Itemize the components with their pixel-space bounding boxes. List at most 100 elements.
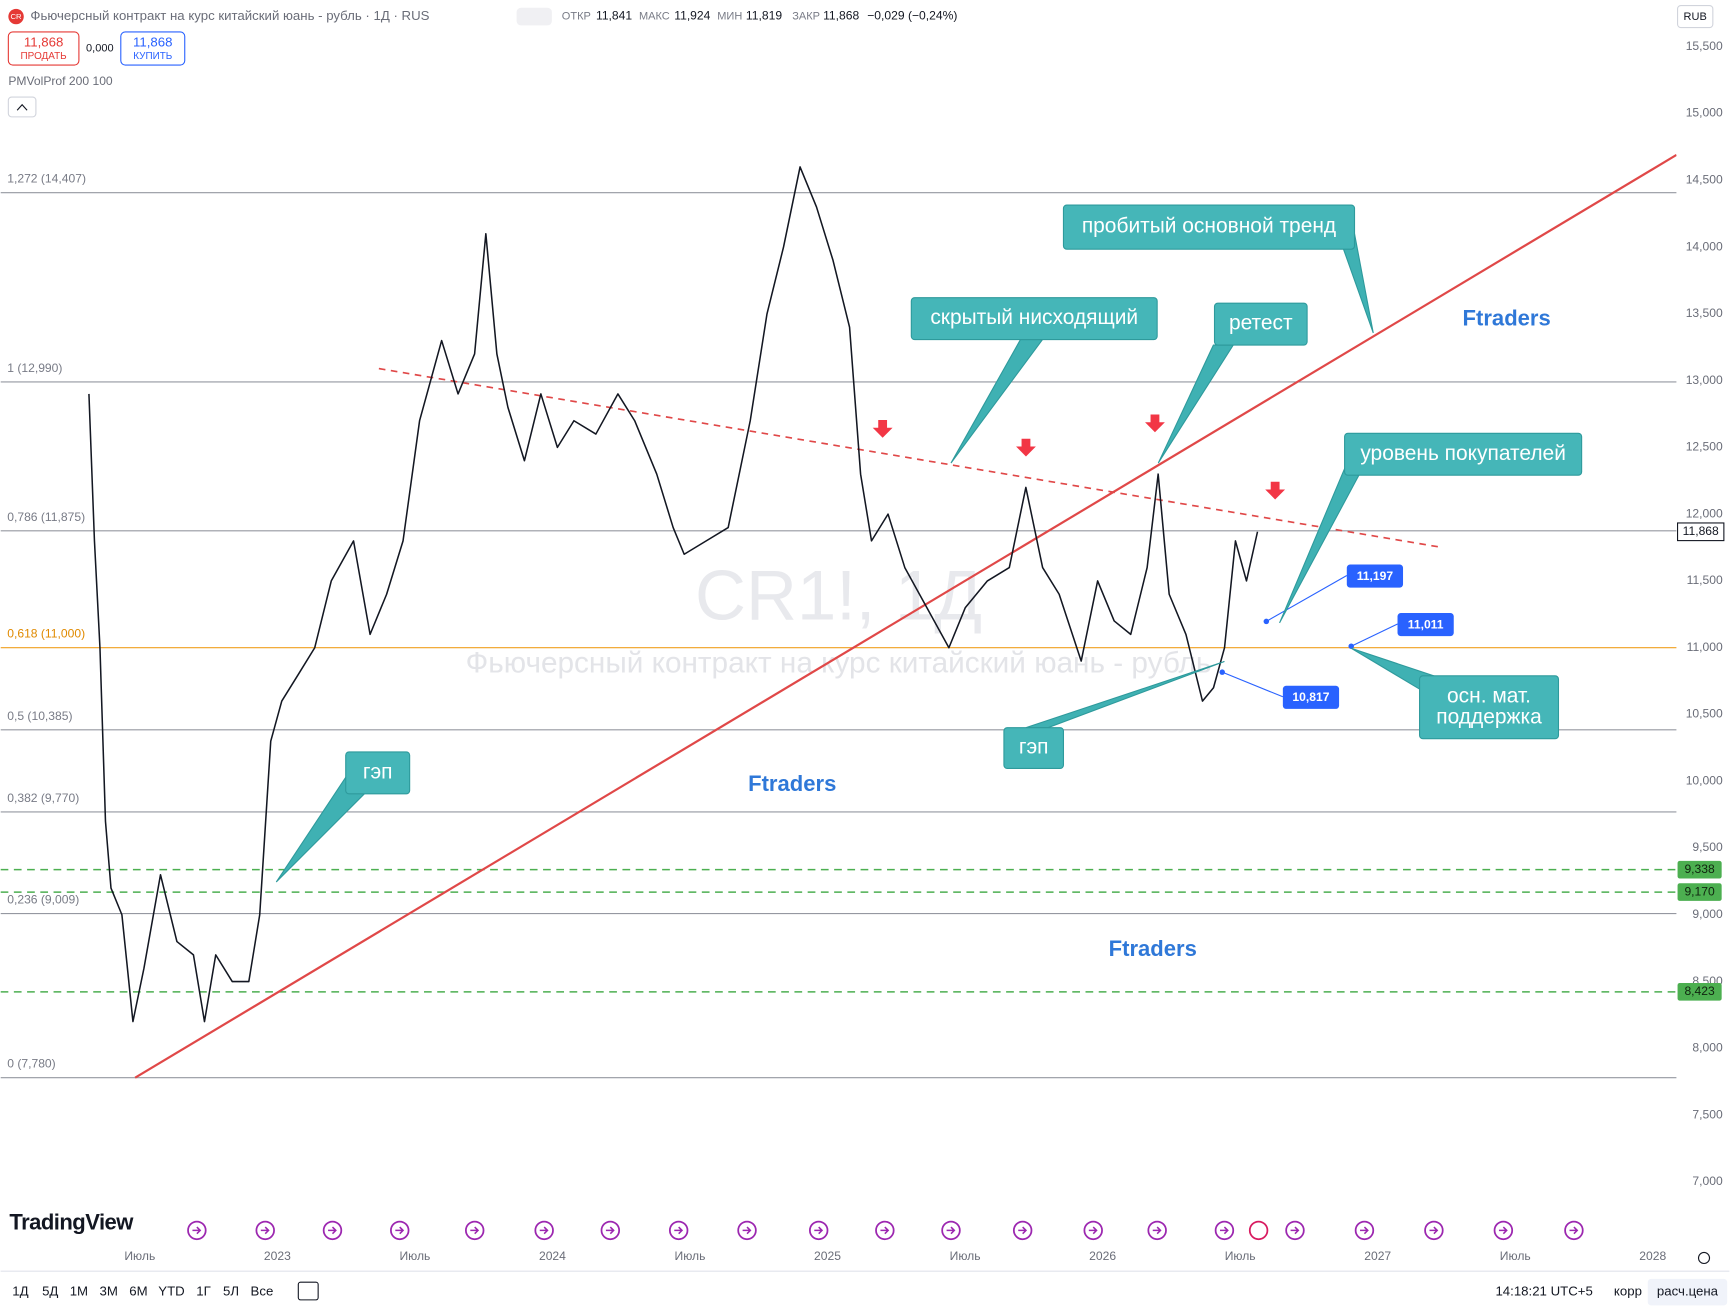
callout-text: уровень покупателей [1360, 442, 1566, 465]
callout-box [910, 297, 1158, 341]
x-tick-label: Июль [950, 1249, 981, 1263]
price-mark-box [1346, 564, 1404, 588]
y-tick-label: 10,000 [1686, 773, 1723, 787]
callout-box [1003, 727, 1065, 770]
collapse-icon[interactable] [16, 103, 28, 111]
event-icon-arrow [742, 1226, 752, 1235]
currency[interactable]: RUB [1684, 11, 1707, 23]
ohlc-label: МИН [717, 10, 742, 22]
buy-price[interactable]: 11,868 [133, 34, 172, 49]
signature: Ftraders [1109, 936, 1197, 961]
event-icon-arrow [1152, 1226, 1162, 1235]
settle-button[interactable]: расч.цена [1657, 1284, 1719, 1299]
status-badge [516, 7, 552, 26]
sell-box[interactable] [7, 31, 80, 66]
y-tick-label: 15,000 [1686, 106, 1723, 120]
event-icon-arrow [1018, 1226, 1028, 1235]
support-tag [1677, 883, 1722, 901]
symbol-logo [8, 8, 24, 25]
event-icon-arrow [1290, 1226, 1300, 1235]
x-tick-label: Июль [399, 1249, 430, 1263]
date-range-icon[interactable] [297, 1281, 319, 1301]
sell-button[interactable]: 11,868 ПРОДАТЬ [7, 31, 80, 66]
fib-label: 1 (12,990) [7, 361, 62, 375]
ohlc-label: ЗАКР [792, 10, 820, 22]
trendline [378, 367, 1443, 549]
plot-area: CR1!, 1Д Фьючерсный контракт на курс кита… [0, 153, 1677, 1079]
ohlc-value: 11,868 [823, 9, 859, 23]
fib-label: 0,382 (9,770) [7, 791, 79, 805]
support-tag [1677, 983, 1722, 1001]
callout-text: скрытый нисходящий [930, 306, 1138, 329]
last-price-tag [1677, 522, 1725, 542]
symbol-title: Фьючерсный контракт на курс китайский юа… [30, 8, 429, 23]
price-mark-box [1397, 613, 1454, 637]
last-price-label: 11,868 [1683, 524, 1719, 538]
event-icon-arrow [946, 1226, 956, 1235]
y-tick-label: 11,500 [1687, 573, 1723, 587]
settings-icon[interactable] [1697, 1251, 1711, 1265]
price-mark-leader [1266, 575, 1348, 622]
price-mark-dot [1263, 618, 1270, 625]
callout-box [1344, 432, 1583, 476]
callout-text: пробитый основной тренд [1082, 215, 1336, 238]
x-tick-label: 2027 [1364, 1249, 1391, 1263]
signal-arrow [1145, 414, 1165, 433]
signature: Ftraders [748, 771, 836, 796]
fib-label: 0,236 (9,009) [7, 893, 79, 907]
range-button[interactable]: 3М [99, 1284, 117, 1299]
x-tick-label: 2025 [814, 1249, 841, 1263]
y-tick-label: 12,000 [1686, 506, 1723, 520]
support-tag-label: 9,170 [1684, 884, 1715, 898]
range-button[interactable]: 5Д [42, 1284, 58, 1299]
range-button[interactable]: 6М [129, 1284, 147, 1299]
fib-label: 1,272 (14,407) [7, 172, 86, 186]
callout-text: гэп [1019, 736, 1049, 759]
event-icon-arrow [605, 1226, 615, 1235]
sell-price[interactable]: 11,868 [24, 34, 63, 49]
sell-label[interactable]: ПРОДАТЬ [21, 51, 67, 62]
y-tick-label: 13,500 [1686, 306, 1723, 320]
buy-box[interactable] [120, 31, 186, 66]
event-icon-arrow [814, 1226, 824, 1235]
tv-logo: TradingView [9, 1210, 134, 1235]
event-icon-arrow [192, 1226, 202, 1235]
x-tick-label: 2028 [1639, 1249, 1666, 1263]
x-tick-label: 2023 [264, 1249, 291, 1263]
callout-box [1213, 302, 1308, 346]
fib-label: 0,5 (10,385) [7, 709, 72, 723]
y-tick-label: 15,500 [1686, 39, 1723, 53]
price-mark-label: 10,817 [1292, 690, 1329, 704]
range-button[interactable]: 5Л [223, 1284, 239, 1299]
fib-label: 0,618 (11,000) [7, 627, 85, 641]
adjust-button[interactable]: корр [1614, 1284, 1642, 1299]
event-icon-arrow [395, 1226, 405, 1235]
price-line [88, 166, 1259, 1023]
event-icon-arrow [260, 1226, 270, 1235]
range-button[interactable]: 1Д [12, 1284, 28, 1299]
callout-text: гэп [363, 760, 393, 783]
buy-label[interactable]: КУПИТЬ [133, 51, 172, 62]
price-mark-dot [1219, 669, 1225, 675]
range-button[interactable]: 1Г [196, 1284, 211, 1299]
y-tick-label: 8,000 [1692, 1041, 1723, 1055]
y-tick-label: 7,500 [1692, 1107, 1723, 1121]
support-tag [1677, 860, 1722, 879]
range-button[interactable]: 1М [70, 1284, 88, 1299]
indicator-name: PMVolProf 200 100 [8, 74, 113, 88]
settle-button-bg[interactable] [1647, 1278, 1728, 1306]
range-button[interactable]: Все [251, 1284, 274, 1299]
currency-button[interactable] [1677, 4, 1714, 29]
x-tick-label: Июль [124, 1249, 155, 1263]
range-button[interactable]: YTD [158, 1284, 184, 1299]
price-mark-label: 11,011 [1408, 617, 1444, 631]
collapse-button[interactable] [7, 96, 37, 118]
spread: 0,000 [86, 42, 114, 54]
support-tag-label: 8,423 [1684, 984, 1715, 998]
price-mark-label: 11,197 [1357, 569, 1394, 583]
y-tick-label: 9,000 [1692, 907, 1723, 921]
x-tick-label: 2024 [539, 1249, 566, 1263]
buy-button[interactable]: 11,868 КУПИТЬ [120, 31, 186, 66]
